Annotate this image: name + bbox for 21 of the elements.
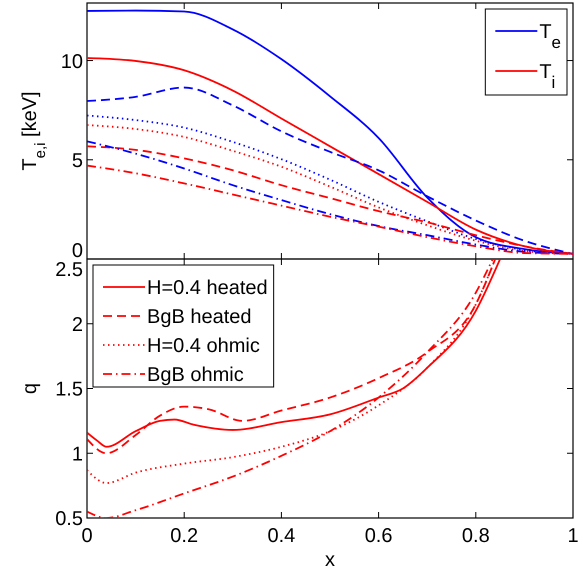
y-tick-label: 2 (72, 314, 83, 336)
y-axis-title: q (19, 382, 41, 394)
legend-label: T$_{i}$ (539, 61, 556, 92)
x-tick-label: 0.4 (267, 525, 296, 547)
y-tick-label: 5 (72, 150, 83, 172)
y-tick-label: 1 (72, 443, 83, 466)
y-tick-label: 10 (60, 50, 83, 73)
x-axis-title: x (325, 549, 335, 571)
legend-label: H=0.4 heated (147, 277, 268, 300)
legend-label: H=0.4 ohmic (147, 335, 260, 358)
y-tick-label: 0 (72, 240, 83, 262)
y-tick-label: 2.5 (55, 259, 83, 281)
legend-label: BgB ohmic (147, 364, 244, 386)
x-tick-label: 1 (567, 525, 579, 547)
legend-label: T$_{e}$ (539, 21, 561, 52)
y-tick-label: 0.5 (55, 508, 83, 530)
x-tick-label: 0.8 (462, 525, 490, 547)
y-tick-label: 1.5 (55, 378, 83, 401)
x-tick-label: 0.2 (170, 525, 198, 547)
x-tick-label: 0.6 (364, 525, 393, 547)
legend-label: BgB heated (147, 306, 252, 328)
